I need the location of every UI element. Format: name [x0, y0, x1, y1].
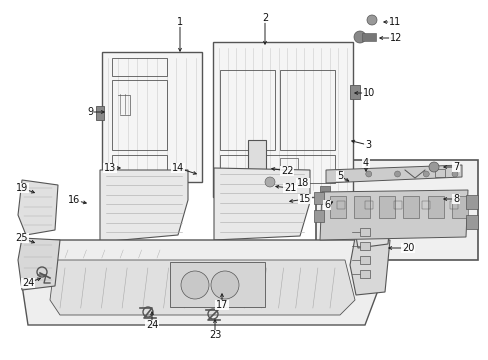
Text: 12: 12: [389, 33, 401, 43]
Bar: [231, 172, 284, 200]
Bar: [421, 201, 429, 209]
Bar: [313, 192, 324, 204]
Circle shape: [394, 171, 400, 177]
Bar: [434, 169, 444, 177]
Text: 15: 15: [298, 194, 310, 204]
Text: 14: 14: [171, 163, 184, 173]
Polygon shape: [214, 168, 309, 240]
Circle shape: [423, 171, 428, 177]
Bar: [359, 228, 369, 236]
Bar: [247, 140, 265, 215]
Circle shape: [366, 15, 376, 25]
Bar: [313, 210, 324, 222]
Text: 19: 19: [16, 183, 28, 193]
Bar: [359, 270, 369, 278]
Bar: [112, 80, 167, 150]
Bar: [315, 160, 477, 260]
Bar: [365, 201, 372, 209]
Bar: [336, 201, 345, 209]
Bar: [378, 196, 394, 218]
Text: 21: 21: [283, 183, 296, 193]
Bar: [403, 196, 418, 218]
Text: 18: 18: [296, 178, 308, 188]
Bar: [427, 196, 443, 218]
Bar: [449, 201, 457, 209]
Text: 3: 3: [364, 140, 370, 150]
Circle shape: [181, 271, 208, 299]
Bar: [319, 186, 329, 193]
Bar: [280, 70, 334, 150]
Text: 23: 23: [208, 330, 221, 340]
Text: 17: 17: [215, 300, 228, 310]
Text: 8: 8: [452, 194, 458, 204]
Bar: [393, 201, 401, 209]
Bar: [96, 106, 104, 120]
Circle shape: [451, 171, 457, 177]
Polygon shape: [319, 190, 467, 240]
Text: 16: 16: [68, 195, 80, 205]
Polygon shape: [18, 238, 60, 290]
Bar: [465, 195, 477, 209]
Text: 24: 24: [145, 320, 158, 330]
Circle shape: [428, 162, 438, 172]
Bar: [361, 33, 375, 41]
Text: 10: 10: [362, 88, 374, 98]
Polygon shape: [18, 180, 58, 235]
Bar: [118, 172, 128, 178]
Bar: [451, 196, 467, 218]
Polygon shape: [353, 198, 391, 248]
Circle shape: [365, 171, 371, 177]
Text: 4: 4: [362, 158, 368, 168]
Polygon shape: [50, 260, 354, 315]
Text: 9: 9: [87, 107, 93, 117]
Circle shape: [264, 177, 274, 187]
Bar: [213, 42, 352, 197]
Bar: [236, 176, 256, 188]
Bar: [220, 155, 334, 183]
Text: 25: 25: [16, 233, 28, 243]
Circle shape: [336, 171, 342, 177]
Text: 13: 13: [103, 163, 116, 173]
Text: 11: 11: [388, 17, 400, 27]
Bar: [102, 52, 202, 182]
Text: 2: 2: [262, 13, 267, 23]
Polygon shape: [349, 238, 389, 295]
Bar: [329, 196, 346, 218]
Bar: [220, 70, 274, 150]
Bar: [359, 256, 369, 264]
Bar: [280, 158, 297, 176]
Circle shape: [210, 271, 239, 299]
Bar: [170, 262, 264, 307]
Text: 24: 24: [22, 278, 34, 288]
Bar: [465, 215, 477, 229]
Text: 7: 7: [452, 162, 458, 172]
Text: 6: 6: [323, 200, 329, 210]
Text: 1: 1: [177, 17, 183, 27]
Text: 20: 20: [401, 243, 413, 253]
Polygon shape: [325, 165, 461, 183]
Text: 5: 5: [336, 171, 343, 181]
Polygon shape: [22, 240, 379, 325]
Bar: [354, 196, 369, 218]
Circle shape: [353, 31, 365, 43]
Polygon shape: [100, 170, 187, 242]
Bar: [349, 85, 359, 99]
Text: 22: 22: [280, 166, 293, 176]
Bar: [112, 155, 167, 175]
Bar: [112, 58, 167, 76]
Bar: [359, 242, 369, 250]
